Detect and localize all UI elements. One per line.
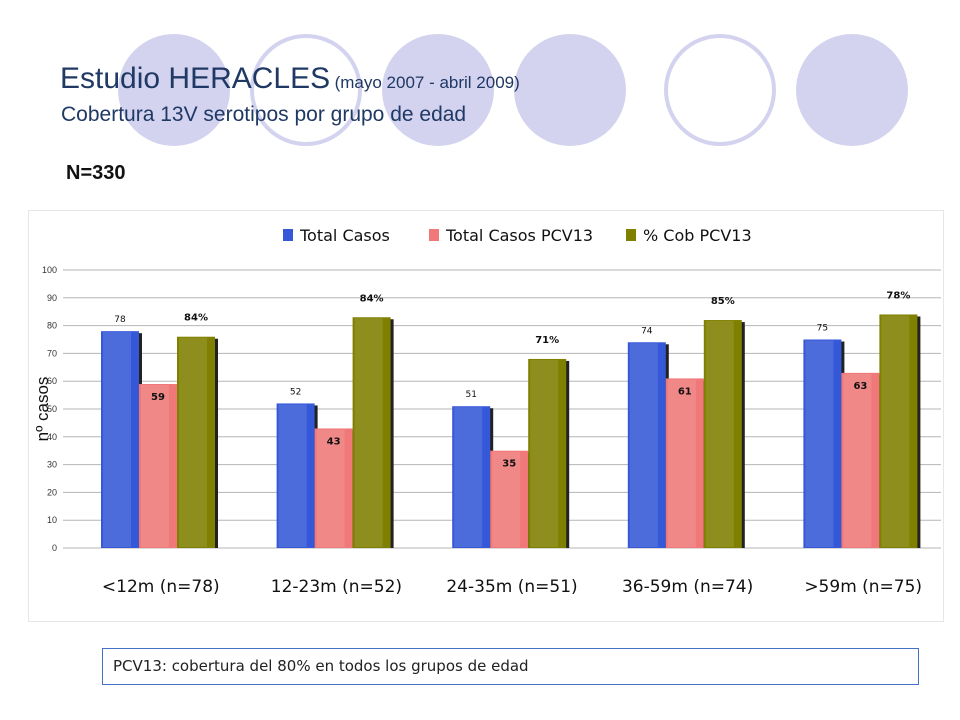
bar — [490, 450, 529, 548]
bar — [528, 358, 567, 548]
y-tick-label: 50 — [47, 404, 57, 414]
bar — [803, 339, 842, 548]
bar-highlight — [454, 407, 483, 547]
bar — [703, 320, 742, 548]
bar-highlight — [316, 429, 345, 547]
bar — [352, 317, 391, 548]
legend-label: Total Casos — [299, 226, 390, 245]
bar-highlight — [530, 359, 559, 547]
data-label: 51 — [465, 390, 476, 400]
data-label: 84% — [360, 293, 384, 304]
data-label: 59 — [151, 392, 165, 403]
legend-swatch — [429, 229, 439, 241]
y-tick-label: 10 — [47, 515, 57, 525]
data-label: 63 — [853, 381, 867, 392]
decor-circle-3 — [382, 34, 494, 146]
bar-highlight — [881, 315, 910, 547]
bar-highlight — [805, 340, 834, 547]
y-tick-label: 0 — [52, 543, 57, 553]
data-label: 78% — [886, 290, 910, 301]
bar-highlight — [179, 337, 207, 547]
data-label: 74 — [641, 326, 653, 336]
y-tick-label: 20 — [47, 487, 57, 497]
y-tick-label: 70 — [47, 348, 57, 358]
legend-label: Total Casos PCV13 — [445, 226, 593, 245]
y-tick-label: 90 — [47, 293, 57, 303]
data-label: 85% — [711, 296, 735, 307]
bar-highlight — [278, 404, 307, 547]
data-label: 75 — [817, 324, 828, 334]
decor-circle-6 — [796, 34, 908, 146]
y-tick-label: 60 — [47, 376, 57, 386]
x-tick-label: <12m (n=78) — [102, 577, 220, 597]
legend-swatch — [626, 229, 636, 241]
y-tick-label: 80 — [47, 321, 57, 331]
decor-circle-4 — [514, 34, 626, 146]
x-tick-label: 24-35m (n=51) — [446, 577, 577, 597]
bar-highlight — [141, 384, 169, 547]
x-tick-label: 12-23m (n=52) — [271, 577, 402, 597]
data-label: 43 — [327, 436, 341, 447]
bar — [452, 406, 491, 548]
decor-circle-2 — [250, 34, 362, 146]
bar-highlight — [705, 321, 734, 547]
y-tick-label: 100 — [42, 265, 57, 275]
bar-highlight — [843, 373, 872, 547]
chart-frame: 0 10 20 30 40 50 60 70 80 90 100 nº casos Total Caso… — [28, 210, 944, 622]
y-tick-label: 30 — [47, 460, 57, 470]
data-label: 61 — [678, 386, 692, 397]
decor-circle-5 — [664, 34, 776, 146]
title-dates: (mayo 2007 - abril 2009) — [334, 73, 520, 92]
bar-highlight — [629, 343, 658, 547]
x-tick-label: 36-59m (n=74) — [622, 577, 753, 597]
bar — [276, 403, 315, 548]
data-label: 35 — [502, 459, 516, 470]
sample-size: N=330 — [66, 162, 126, 184]
data-label: 78 — [114, 315, 126, 325]
bar — [627, 342, 666, 548]
bar — [879, 314, 918, 548]
bar-chart: 0 10 20 30 40 50 60 70 80 90 100 nº casos Total Caso… — [33, 226, 941, 597]
data-label: 71% — [535, 335, 559, 346]
x-tick-label: >59m (n=75) — [804, 577, 922, 597]
data-label: 84% — [184, 313, 208, 324]
page-subtitle: Cobertura 13V serotipos por grupo de eda… — [61, 103, 467, 126]
page-title: Estudio HERACLES (mayo 2007 - abril 2009… — [60, 62, 520, 96]
y-tick-label: 40 — [47, 432, 57, 442]
legend-swatch — [283, 229, 293, 241]
bar — [841, 372, 880, 548]
title-main: Estudio HERACLES — [60, 62, 331, 95]
bar-highlight — [354, 318, 383, 547]
data-label: 52 — [290, 387, 301, 397]
bar-highlight — [492, 451, 521, 547]
bar — [314, 428, 353, 548]
bar — [177, 336, 215, 548]
bar-highlight — [667, 379, 696, 547]
bar — [139, 383, 177, 548]
y-axis-title: nº casos — [33, 377, 52, 442]
bar — [101, 331, 139, 548]
bar — [665, 378, 704, 548]
decor-circle-1 — [118, 34, 230, 146]
footnote-box: PCV13: cobertura del 80% en todos los gr… — [102, 648, 919, 685]
bar-highlight — [103, 332, 131, 547]
legend-label: % Cob PCV13 — [643, 226, 752, 245]
